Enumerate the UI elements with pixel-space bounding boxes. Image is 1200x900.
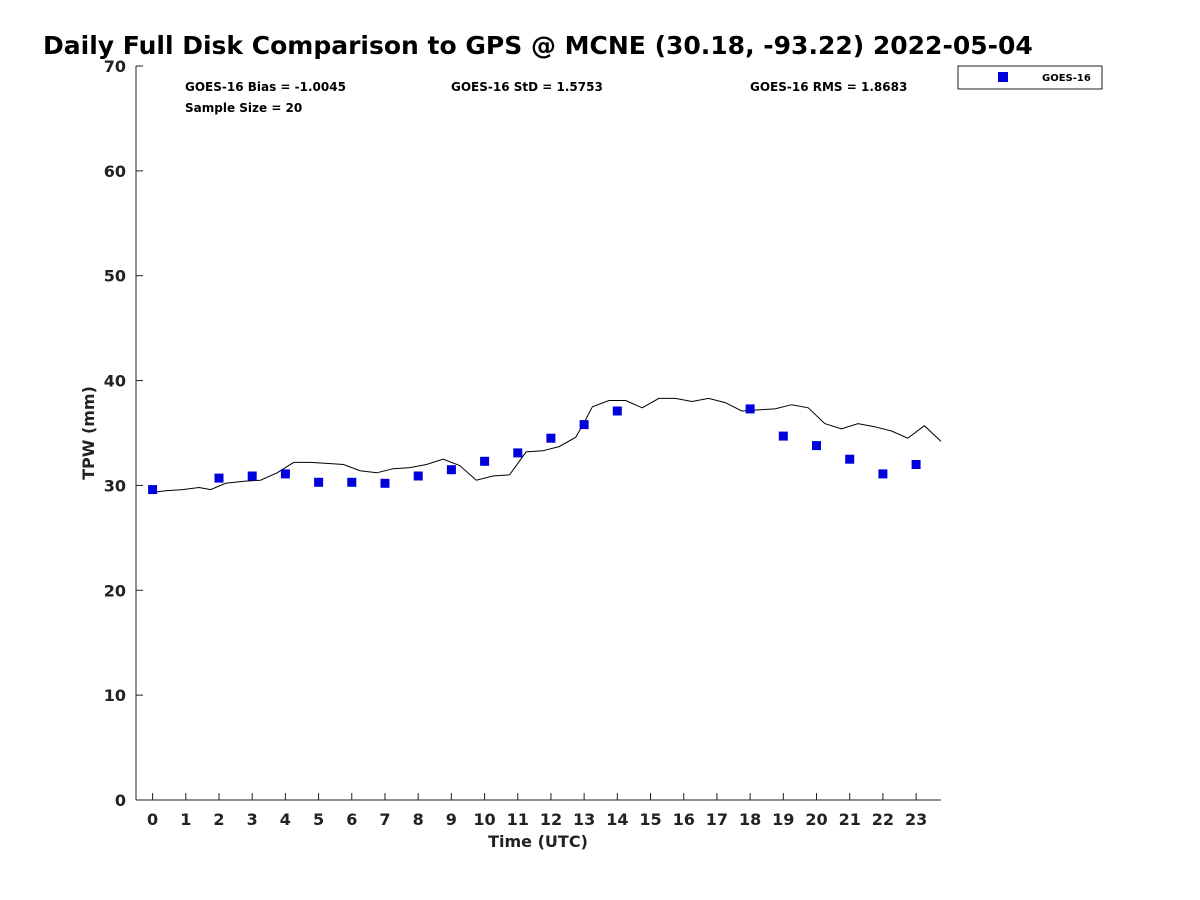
goes16-point <box>247 471 257 481</box>
goes16-point <box>148 485 158 495</box>
rms-annotation: GOES-16 RMS = 1.8683 <box>750 80 907 94</box>
x-tick-label: 16 <box>673 810 695 829</box>
legend-label-goes16: GOES-16 <box>1042 73 1091 84</box>
x-axis-label: Time (UTC) <box>488 832 588 851</box>
y-tick-label: 40 <box>104 372 126 391</box>
x-tick-label: 11 <box>507 810 529 829</box>
legend-marker-goes16 <box>998 72 1008 82</box>
x-tick-label: 7 <box>379 810 390 829</box>
x-tick-label: 0 <box>147 810 158 829</box>
x-tick-label: 19 <box>772 810 794 829</box>
chart-title: Daily Full Disk Comparison to GPS @ MCNE… <box>43 31 1033 60</box>
x-tick-label: 1 <box>180 810 191 829</box>
x-tick-label: 22 <box>872 810 894 829</box>
goes16-point <box>845 454 855 464</box>
goes16-point <box>214 473 224 483</box>
goes16-point <box>778 431 788 441</box>
goes16-point <box>745 404 755 414</box>
y-tick-label: 10 <box>104 686 126 705</box>
goes16-point <box>579 420 589 430</box>
x-tick-label: 9 <box>446 810 457 829</box>
goes16-point <box>911 460 921 469</box>
x-tick-label: 18 <box>739 810 761 829</box>
x-tick-label: 14 <box>606 810 628 829</box>
goes16-point <box>480 456 490 466</box>
y-tick-label: 20 <box>104 581 126 600</box>
legend-box <box>957 65 1103 90</box>
y-axis-ticks: 0 10 20 30 40 50 60 70 <box>104 57 143 810</box>
std-annotation: GOES-16 StD = 1.5753 <box>451 80 603 94</box>
goes16-point <box>513 448 523 458</box>
goes16-point <box>413 471 423 481</box>
goes16-point <box>380 478 390 488</box>
y-tick-label: 70 <box>104 57 126 76</box>
goes16-point <box>812 441 821 451</box>
x-tick-label: 2 <box>213 810 224 829</box>
x-tick-label: 4 <box>280 810 291 829</box>
x-axis-ticks: 0 1 2 3 4 5 6 7 8 9 10 11 12 13 14 15 16 17 18 19 20 21 22 23 <box>147 793 927 829</box>
goes16-point <box>347 477 357 487</box>
x-tick-label: 3 <box>247 810 258 829</box>
gps-tpw-line <box>149 397 942 494</box>
legend: GOES-16 <box>957 65 1103 90</box>
sample-size-annotation: Sample Size = 20 <box>185 101 302 115</box>
goes16-point <box>314 477 324 487</box>
bias-annotation: GOES-16 Bias = -1.0045 <box>185 80 346 94</box>
y-tick-label: 60 <box>104 162 126 181</box>
x-tick-label: 15 <box>639 810 661 829</box>
x-tick-label: 6 <box>346 810 357 829</box>
goes16-point <box>280 469 290 479</box>
series-layer <box>148 397 942 495</box>
x-tick-label: 17 <box>706 810 728 829</box>
y-tick-label: 0 <box>115 791 126 810</box>
y-axis-label: TPW (mm) <box>79 386 98 480</box>
y-tick-label: 30 <box>104 476 126 495</box>
x-tick-label: 10 <box>473 810 495 829</box>
x-tick-label: 5 <box>313 810 324 829</box>
x-tick-label: 20 <box>805 810 827 829</box>
goes16-point <box>612 406 622 416</box>
stats-annotations: GOES-16 Bias = -1.0045 GOES-16 StD = 1.5… <box>185 80 907 115</box>
x-tick-label: 23 <box>905 810 927 829</box>
goes16-point <box>878 469 888 479</box>
x-tick-label: 13 <box>573 810 595 829</box>
y-tick-label: 50 <box>104 267 126 286</box>
goes16-point <box>446 465 456 475</box>
goes16-point <box>546 433 556 443</box>
x-tick-label: 8 <box>413 810 424 829</box>
x-tick-label: 21 <box>839 810 861 829</box>
x-tick-label: 12 <box>540 810 562 829</box>
